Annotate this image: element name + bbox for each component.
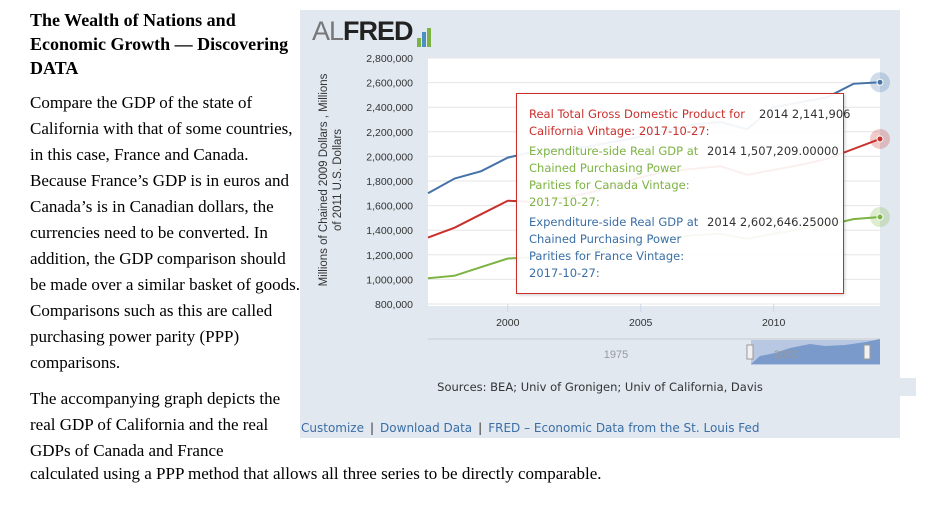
- y-tick-label: 2,200,000: [366, 127, 413, 139]
- fred-link[interactable]: FRED – Economic Data from the St. Louis …: [488, 421, 760, 435]
- x-tick-label: 2010: [762, 317, 786, 329]
- series-point[interactable]: [876, 135, 884, 143]
- article-paragraph: The accompanying graph depicts the real …: [30, 389, 281, 460]
- y-tick-label: 1,600,000: [366, 201, 413, 213]
- y-tick-label: 1,400,000: [366, 225, 413, 237]
- y-axis-label: Millions of Chained 2009 Dollars , Milli…: [318, 73, 344, 286]
- article-paragraph-end: calculated using a PPP method that allow…: [30, 464, 602, 483]
- navigator[interactable]: 1975 2000: [428, 338, 880, 365]
- article: The Wealth of Nations and Economic Growt…: [30, 8, 302, 474]
- tooltip: Real Total Gross Domestic Product for Ca…: [516, 93, 851, 294]
- download-data-link[interactable]: Download Data: [380, 421, 473, 435]
- x-tick-label: 2000: [496, 317, 520, 329]
- y-tick-label: 1,800,000: [366, 176, 413, 188]
- y-tick-label: 2,400,000: [366, 102, 413, 114]
- x-tick-label: 2005: [629, 317, 653, 329]
- y-tick-label: 2,000,000: [366, 151, 413, 163]
- tooltip-row-france: Expenditure-side Real GDP at Chained Pur…: [529, 215, 839, 280]
- y-tick-label: 2,800,000: [366, 53, 413, 65]
- series-point[interactable]: [876, 78, 884, 86]
- article-title: The Wealth of Nations and Economic Growt…: [30, 10, 289, 78]
- sources-note: Sources: BEA; Univ of Gronigen; Univ of …: [437, 380, 763, 394]
- navigator-label: 2000: [774, 349, 798, 361]
- y-tick-label: 1,000,000: [366, 274, 413, 286]
- tooltip-row-california: Real Total Gross Domestic Product for Ca…: [529, 107, 851, 138]
- bars-icon: [416, 16, 432, 47]
- navigator-handle-right[interactable]: [863, 344, 871, 360]
- navigator-label: 1975: [604, 349, 628, 361]
- alfred-logo: ALFRED: [312, 16, 432, 47]
- y-tick-label: 2,600,000: [366, 78, 413, 90]
- series-point[interactable]: [876, 213, 884, 221]
- y-tick-label: 800,000: [375, 299, 413, 311]
- y-tick-label: 1,200,000: [366, 250, 413, 262]
- article-paragraph: Compare the GDP of the state of Californ…: [30, 93, 301, 372]
- panel-edge: [900, 378, 916, 396]
- customize-link[interactable]: Customize: [301, 421, 364, 435]
- navigator-handle-left[interactable]: [746, 344, 754, 360]
- graph-links: Customize | Download Data | FRED – Economic …: [301, 421, 760, 435]
- tooltip-row-canada: Expenditure-side Real GDP at Chained Pur…: [529, 144, 839, 209]
